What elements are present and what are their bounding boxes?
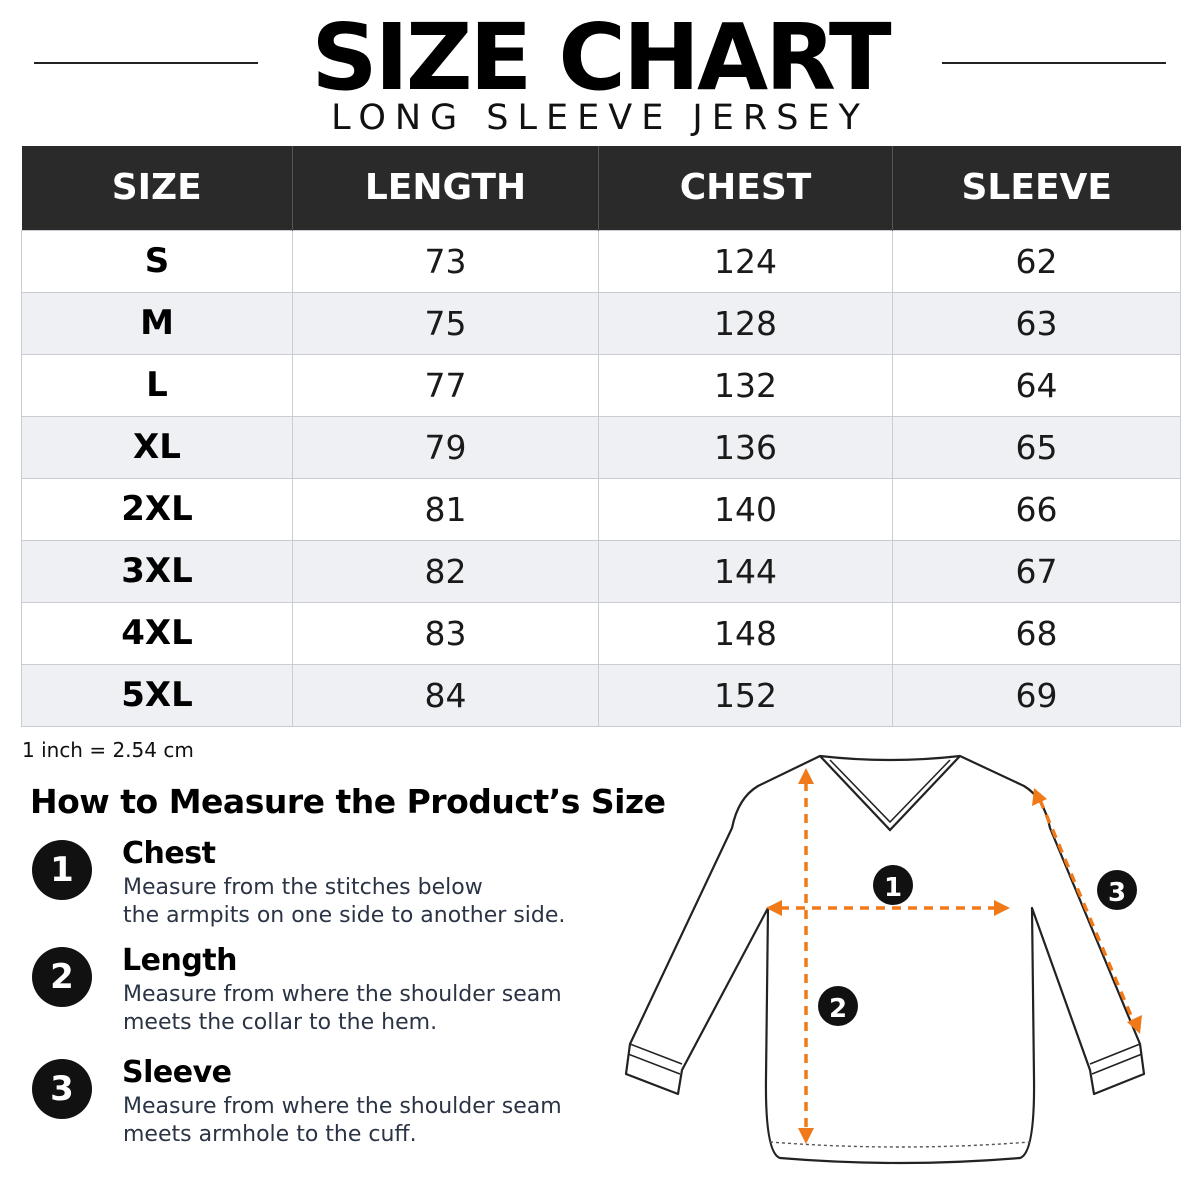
title-rule-left xyxy=(34,62,258,64)
table-row: XL 79 136 65 xyxy=(21,415,1181,479)
length-arrow-head-top xyxy=(798,768,814,784)
unit-conversion-note: 1 inch = 2.54 cm xyxy=(22,738,194,762)
column-header-sleeve: SLEEVE xyxy=(892,146,1181,230)
collar-icon xyxy=(819,755,961,832)
sleeve-cell: 62 xyxy=(892,229,1181,293)
step-description-line: meets the collar to the hem. xyxy=(123,1010,438,1035)
column-header-length: LENGTH xyxy=(292,146,599,230)
length-cell: 83 xyxy=(292,601,599,665)
length-cell: 79 xyxy=(292,415,599,479)
chest-cell: 144 xyxy=(598,539,893,603)
size-cell: 4XL xyxy=(21,601,293,665)
marker-2: 2 xyxy=(818,986,858,1026)
right-cuff xyxy=(1089,1043,1143,1075)
step-description: Measure from the stitches below the armp… xyxy=(123,874,623,930)
sleeve-cell: 67 xyxy=(892,539,1181,603)
size-table: SIZE LENGTH CHEST SLEEVE S 73 124 62 M 7… xyxy=(21,146,1181,727)
size-cell: S xyxy=(21,229,293,293)
chest-cell: 128 xyxy=(598,291,893,355)
step-chest: 1 Chest Measure from the stitches below … xyxy=(32,836,632,946)
step-sleeve: 3 Sleeve Measure from where the shoulder… xyxy=(32,1055,632,1165)
collar-trim xyxy=(829,759,951,824)
chest-arrow-head-left xyxy=(766,900,782,916)
title-rule-right xyxy=(942,62,1166,64)
page-subtitle: LONG SLEEVE JERSEY xyxy=(331,98,869,138)
sleeve-cell: 64 xyxy=(892,353,1181,417)
length-cell: 82 xyxy=(292,539,599,603)
step-number-badge: 3 xyxy=(32,1059,92,1119)
step-number-badge: 2 xyxy=(32,947,92,1007)
step-description-line: meets armhole to the cuff. xyxy=(123,1122,417,1147)
sleeve-arrow xyxy=(1038,799,1134,1019)
length-arrow-head-bottom xyxy=(798,1128,814,1144)
chest-arrow-head-right xyxy=(994,900,1010,916)
table-row: S 73 124 62 xyxy=(21,229,1181,293)
table-row: 4XL 83 148 68 xyxy=(21,601,1181,665)
sleeve-cell: 65 xyxy=(892,415,1181,479)
table-row: 5XL 84 152 69 xyxy=(21,663,1181,727)
step-description-line: Measure from the stitches below xyxy=(123,875,483,900)
chest-cell: 148 xyxy=(598,601,893,665)
size-cell: L xyxy=(21,353,293,417)
step-heading: Length xyxy=(122,943,238,978)
step-heading: Sleeve xyxy=(122,1055,232,1090)
marker-1: 1 xyxy=(873,865,913,905)
table-row: L 77 132 64 xyxy=(21,353,1181,417)
svg-text:1: 1 xyxy=(884,873,902,903)
column-header-chest: CHEST xyxy=(598,146,893,230)
sleeve-arrow-head-bottom xyxy=(1127,1015,1142,1034)
step-length: 2 Length Measure from where the shoulder… xyxy=(32,943,632,1053)
size-cell: XL xyxy=(21,415,293,479)
length-cell: 73 xyxy=(292,229,599,293)
size-cell: 3XL xyxy=(21,539,293,603)
chest-cell: 132 xyxy=(598,353,893,417)
header: SIZE CHART LONG SLEEVE JERSEY xyxy=(0,0,1200,140)
sleeve-cell: 69 xyxy=(892,663,1181,727)
sleeve-cell: 68 xyxy=(892,601,1181,665)
step-description-line: the armpits on one side to another side. xyxy=(123,903,566,928)
table-row: 3XL 82 144 67 xyxy=(21,539,1181,603)
size-cell: 2XL xyxy=(21,477,293,541)
table-row: M 75 128 63 xyxy=(21,291,1181,355)
jersey-diagram: 1 2 3 xyxy=(624,754,1146,1165)
sleeve-arrow-head-top xyxy=(1032,788,1047,806)
length-cell: 81 xyxy=(292,477,599,541)
chest-cell: 152 xyxy=(598,663,893,727)
step-number-badge: 1 xyxy=(32,840,92,900)
chest-cell: 136 xyxy=(598,415,893,479)
chest-cell: 124 xyxy=(598,229,893,293)
svg-text:2: 2 xyxy=(829,994,847,1024)
page-title: SIZE CHART xyxy=(311,4,891,111)
sleeve-cell: 63 xyxy=(892,291,1181,355)
sleeve-cell: 66 xyxy=(892,477,1181,541)
left-cuff xyxy=(627,1043,683,1075)
step-description-line: Measure from where the shoulder seam xyxy=(123,1094,562,1119)
size-cell: M xyxy=(21,291,293,355)
table-header-row: SIZE LENGTH CHEST SLEEVE xyxy=(21,146,1181,230)
jersey-outline xyxy=(624,754,1146,1165)
length-cell: 75 xyxy=(292,291,599,355)
size-cell: 5XL xyxy=(21,663,293,727)
step-description: Measure from where the shoulder seam mee… xyxy=(123,981,623,1037)
length-cell: 84 xyxy=(292,663,599,727)
svg-text:3: 3 xyxy=(1108,878,1126,908)
marker-3: 3 xyxy=(1097,870,1137,910)
step-description-line: Measure from where the shoulder seam xyxy=(123,982,562,1007)
table-row: 2XL 81 140 66 xyxy=(21,477,1181,541)
length-cell: 77 xyxy=(292,353,599,417)
howto-title: How to Measure the Product’s Size xyxy=(30,782,666,821)
column-header-size: SIZE xyxy=(21,146,293,230)
step-heading: Chest xyxy=(122,836,216,871)
chest-cell: 140 xyxy=(598,477,893,541)
step-description: Measure from where the shoulder seam mee… xyxy=(123,1093,623,1149)
